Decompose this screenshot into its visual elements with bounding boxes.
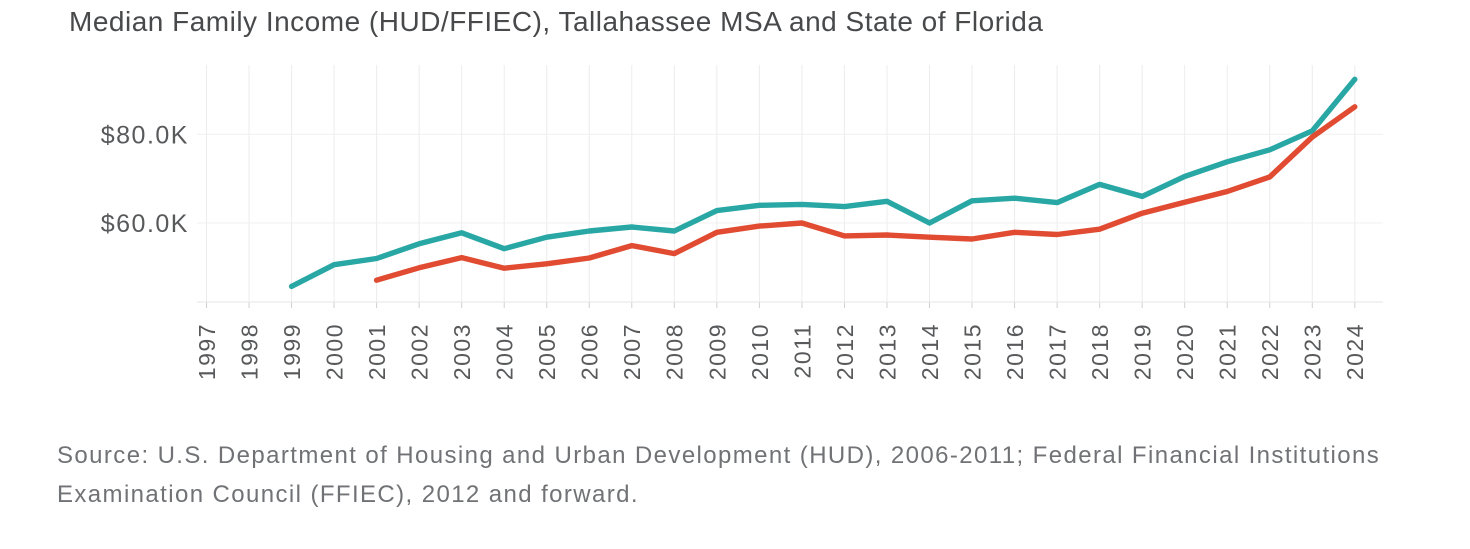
- x-tick-label: 2006: [577, 323, 603, 380]
- x-tick-label: 2003: [449, 323, 475, 380]
- x-tick-label: 2017: [1045, 323, 1071, 380]
- x-tick-label: 2008: [662, 323, 688, 380]
- source-note: Source: U.S. Department of Housing and U…: [57, 436, 1380, 514]
- x-tick-label: 2002: [407, 323, 433, 380]
- x-tick-label: 2024: [1342, 323, 1368, 380]
- series-line-tallahassee-msa: [288, 76, 1358, 290]
- series-line-state-of-florida: [373, 104, 1358, 283]
- x-tick-label: 2014: [917, 323, 943, 380]
- y-tick-label: $80.0K: [101, 121, 189, 149]
- x-tick-label: 2010: [747, 323, 773, 380]
- x-tick-label: 2020: [1172, 323, 1198, 380]
- x-tick-label: 2015: [959, 323, 985, 380]
- y-axis-labels: $60.0K $80.0K: [101, 121, 189, 238]
- x-axis-labels: 1997 1998 1999 2000 2001 2002 2003 2004 2005 2006…: [194, 323, 1368, 380]
- x-tick-label: 2022: [1257, 323, 1283, 380]
- x-tick-label: 2016: [1002, 323, 1028, 380]
- horizontal-gridlines: [197, 133, 1383, 224]
- x-tick-label: 2012: [832, 323, 858, 380]
- source-note-line2: Examination Council (FFIEC), 2012 and fo…: [57, 481, 639, 508]
- x-tick-label: 2001: [364, 323, 390, 380]
- x-tick-label: 2023: [1300, 323, 1326, 380]
- x-tick-label: 1999: [279, 323, 305, 380]
- x-tick-label: 2011: [789, 323, 815, 378]
- x-tick-label: 2000: [321, 323, 347, 380]
- x-tick-label: 1997: [194, 323, 220, 380]
- x-tick-label: 2013: [874, 323, 900, 380]
- chart-title: Median Family Income (HUD/FFIEC), Tallah…: [69, 6, 1044, 37]
- x-tick-label: 2021: [1215, 323, 1241, 380]
- x-tick-label: 2007: [619, 323, 645, 380]
- x-tick-label: 2018: [1087, 323, 1113, 380]
- x-tick-label: 2004: [492, 323, 518, 380]
- x-axis-ticks: [206, 302, 1356, 308]
- x-tick-label: 2019: [1130, 323, 1156, 380]
- x-tick-label: 1998: [236, 323, 262, 380]
- vertical-gridlines: [206, 65, 1356, 302]
- source-note-line1: Source: U.S. Department of Housing and U…: [57, 442, 1381, 469]
- x-tick-label: 2005: [534, 323, 560, 380]
- y-tick-label: $60.0K: [101, 210, 189, 238]
- x-tick-label: 2009: [704, 323, 730, 380]
